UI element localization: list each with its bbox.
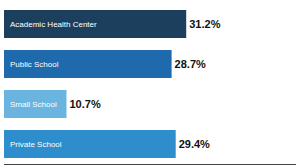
svg-text:Public School: Public School — [10, 60, 59, 69]
svg-text:31.2%: 31.2% — [189, 18, 220, 30]
svg-text:29.4%: 29.4% — [179, 138, 210, 150]
svg-text:Private School: Private School — [10, 140, 62, 149]
svg-text:Academic Health Center: Academic Health Center — [10, 20, 97, 29]
svg-text:Small School: Small School — [10, 100, 57, 109]
svg-text:10.7%: 10.7% — [69, 98, 100, 110]
svg-text:28.7%: 28.7% — [175, 58, 206, 70]
